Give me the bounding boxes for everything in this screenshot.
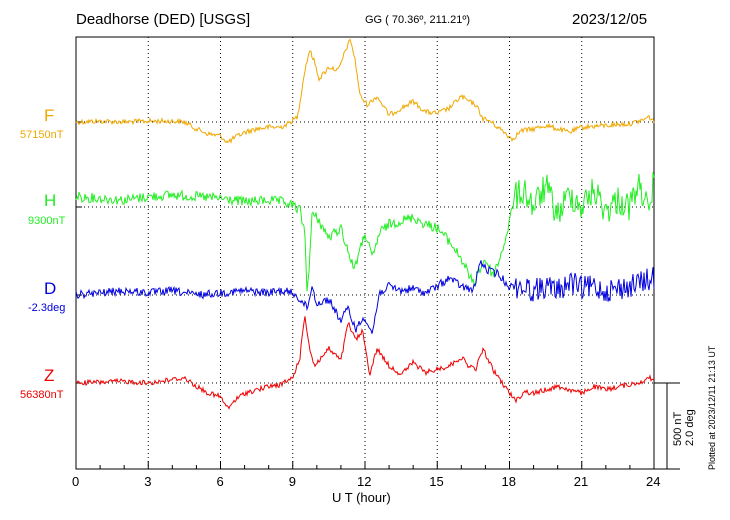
x-tick-label: 21: [573, 474, 589, 489]
baseline-label-F: 57150nT: [20, 129, 64, 141]
x-axis-ticks: [75, 121, 655, 470]
coordinates-label: GG ( 70.36º, 211.21º): [365, 14, 471, 26]
baseline-label-Z: 56380nT: [20, 389, 64, 401]
series-label-H: H: [44, 191, 57, 210]
grid: [76, 37, 654, 469]
station-title: Deadhorse (DED) [USGS]: [76, 11, 251, 28]
baseline-label-D: -2.3deg: [28, 302, 66, 314]
scale-bar: [654, 382, 680, 470]
x-tick-label: 9: [288, 474, 296, 489]
series-label-D: D: [44, 279, 57, 298]
x-tick-label: 0: [72, 474, 80, 489]
plotted-timestamp: Plotted at 2023/12/11 21:13 UT: [707, 345, 717, 470]
x-tick-label: 3: [144, 474, 152, 489]
series-line-F: [75, 38, 655, 144]
baseline-label-H: 9300nT: [28, 215, 66, 227]
series-label-Z: Z: [44, 366, 55, 385]
series-line-D: [75, 260, 655, 334]
scale-deg-label: 2.0 deg: [684, 409, 696, 446]
series-traces: [75, 38, 655, 410]
date-label: 2023/12/05: [572, 11, 648, 28]
series-line-Z: [75, 316, 655, 410]
series-line-H: [75, 172, 655, 292]
x-tick-label: 15: [429, 474, 444, 489]
scale-nt-label: 500 nT: [672, 411, 684, 446]
x-tick-label: 18: [501, 474, 516, 489]
x-tick-label: 12: [357, 474, 372, 489]
x-tick-label: 24: [646, 474, 661, 489]
x-axis-label: U T (hour): [332, 490, 391, 505]
scale-bar-label: 500 nT 2.0 deg: [672, 409, 696, 446]
series-label-F: F: [44, 106, 55, 125]
x-tick-label: 6: [216, 474, 224, 489]
